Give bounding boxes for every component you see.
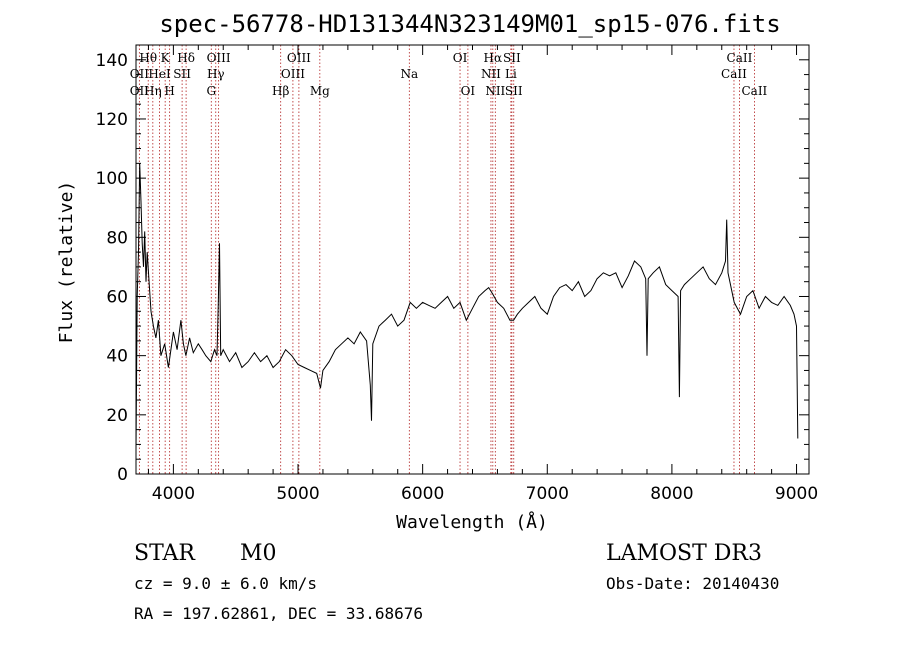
spectral-line-label: Hδ [177,51,195,65]
observation-date: Obs-Date: 20140430 [606,574,779,593]
x-axis-ticks: 4000 5000 6000 7000 8000 9000 [147,45,818,504]
spectral-line-label: Hβ [272,84,289,98]
object-class: STAR [134,541,196,566]
x-axis-label: Wavelength (Å) [396,511,548,533]
y-tick-label: 40 [106,347,128,367]
spectral-line-label: CaII [727,51,753,65]
spectral-line-label: G [206,84,216,98]
spectral-line-label: CaII [741,84,767,98]
spectrum-series [135,163,799,451]
y-axis-ticks: 0 20 40 60 80 100 120 140 [96,51,809,485]
spectral-line-label: Na [400,67,418,81]
spectral-line-label: HeI [148,67,171,81]
survey-name: LAMOST DR3 [606,541,762,566]
redshift-cz: cz = 9.0 ± 6.0 km/s [134,574,317,593]
y-tick-label: 0 [117,465,128,485]
spectral-line-label: SII [503,51,521,65]
spectral-line-label: Hθ [139,51,157,65]
spectral-line-label: H [164,84,174,98]
x-tick-label: 4000 [152,484,195,504]
x-tick-label: 6000 [401,484,444,504]
spectral-line-label: OII [130,84,150,98]
spectral-line-label: Hη [144,84,162,98]
y-tick-label: 60 [106,287,128,307]
spectral-line-label: OIII [281,67,305,81]
y-axis-label: Flux (relative) [56,181,77,344]
spectral-line-label: Li [505,67,517,81]
spectral-line-label: SII [173,67,191,81]
spectral-line-label: NII [481,67,501,81]
chart-title: spec-56778-HD131344N323149M01_sp15-076.f… [159,10,780,38]
spectral-line-label: K [161,51,171,65]
spectral-line-label: OI [461,84,476,98]
spectral-line-label: NII [485,84,505,98]
x-tick-label: 8000 [650,484,693,504]
x-tick-label: 7000 [526,484,569,504]
spectral-line-label: OI [453,51,468,65]
coordinates-radec: RA = 197.62861, DEC = 33.68676 [134,604,423,623]
spectral-line-label: OIII [207,51,231,65]
y-tick-label: 140 [96,51,128,71]
x-tick-label: 9000 [775,484,818,504]
y-tick-label: 100 [96,169,128,189]
spectral-line-label: CaII [721,67,747,81]
spectral-line-label: Mg [310,84,330,98]
spectral-line-label: Hα [484,51,503,65]
y-tick-label: 20 [106,406,128,426]
spectral-line-label: OIII [287,51,311,65]
x-tick-label: 5000 [276,484,319,504]
spectral-line-label: Hγ [207,67,225,81]
spectral-line-label: SII [505,84,523,98]
object-subclass: M0 [240,541,277,566]
y-tick-label: 120 [96,110,128,130]
marker-lines [138,45,755,474]
plot-frame [135,44,810,475]
spectral-line-label: OII [130,67,150,81]
y-tick-label: 80 [106,228,128,248]
spectrum-line [135,163,799,451]
